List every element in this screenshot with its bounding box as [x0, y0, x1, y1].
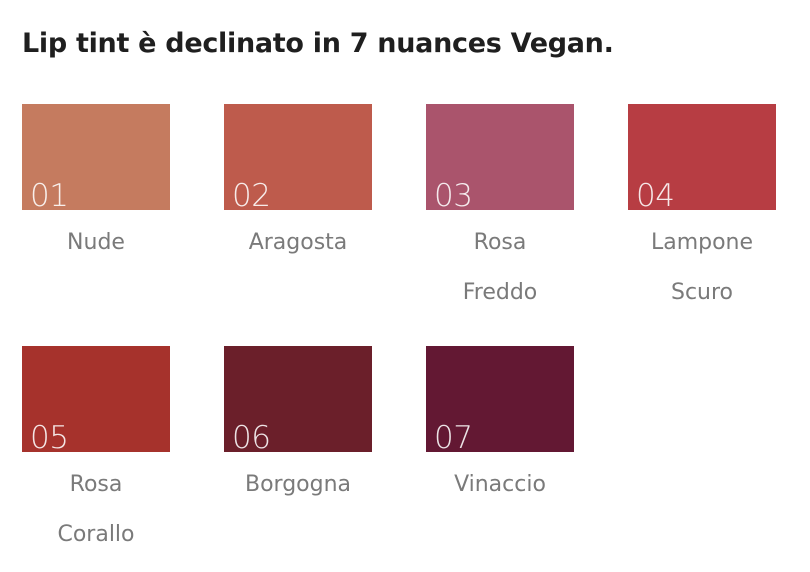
color-swatch: 06 — [224, 346, 372, 456]
shade-name: Rosa Freddo — [462, 230, 538, 305]
shade-grid: 01 Nude 02 Aragosta 03 Rosa Freddo 04 La… — [22, 104, 782, 570]
shade-item-02: 02 Aragosta — [224, 104, 372, 328]
shade-name: Borgogna — [244, 472, 352, 497]
color-swatch: 05 — [22, 346, 170, 456]
shade-item-07: 07 Vinaccio — [426, 346, 574, 570]
shade-item-04: 04 Lampone Scuro — [628, 104, 776, 328]
shade-number: 04 — [636, 178, 675, 214]
shade-name: Rosa Corallo — [57, 472, 135, 547]
shade-number: 05 — [30, 420, 69, 456]
color-swatch: 01 — [22, 104, 170, 214]
shade-item-05: 05 Rosa Corallo — [22, 346, 170, 570]
color-swatch: 03 — [426, 104, 574, 214]
shade-name: Nude — [67, 230, 125, 255]
shade-item-06: 06 Borgogna — [224, 346, 372, 570]
shade-item-03: 03 Rosa Freddo — [426, 104, 574, 328]
shade-number: 06 — [232, 420, 271, 456]
shade-number: 03 — [434, 178, 473, 214]
shade-number: 07 — [434, 420, 473, 456]
color-swatch: 02 — [224, 104, 372, 214]
shade-number: 01 — [30, 178, 69, 214]
shade-name: Aragosta — [248, 230, 348, 255]
shade-item-01: 01 Nude — [22, 104, 170, 328]
color-swatch: 07 — [426, 346, 574, 456]
shade-number: 02 — [232, 178, 271, 214]
color-swatch: 04 — [628, 104, 776, 214]
shade-name: Vinaccio — [454, 472, 546, 497]
page-title: Lip tint è declinato in 7 nuances Vegan. — [22, 28, 614, 59]
shade-name: Lampone Scuro — [650, 230, 754, 305]
